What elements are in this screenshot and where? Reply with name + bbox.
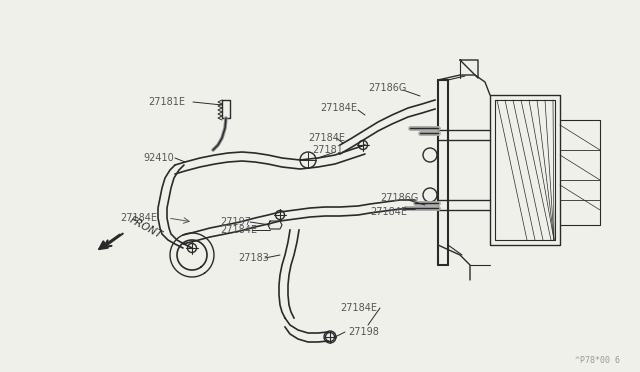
Text: 27184E: 27184E — [308, 133, 345, 143]
Text: 27184E: 27184E — [320, 103, 357, 113]
Text: 27184E: 27184E — [220, 225, 257, 235]
Text: 27184E: 27184E — [370, 207, 407, 217]
Text: 27184E: 27184E — [120, 213, 157, 223]
Text: 27183: 27183 — [238, 253, 269, 263]
Text: ^P78*00 6: ^P78*00 6 — [575, 356, 620, 365]
Text: 27181: 27181 — [312, 145, 343, 155]
Text: 27186G: 27186G — [380, 193, 419, 203]
Text: FRONT: FRONT — [128, 215, 164, 241]
Text: 27186G: 27186G — [368, 83, 406, 93]
Text: 27197: 27197 — [220, 217, 251, 227]
Text: 27198: 27198 — [348, 327, 379, 337]
Text: 27184E: 27184E — [340, 303, 377, 313]
Text: 27181E: 27181E — [148, 97, 185, 107]
Text: 92410: 92410 — [143, 153, 173, 163]
